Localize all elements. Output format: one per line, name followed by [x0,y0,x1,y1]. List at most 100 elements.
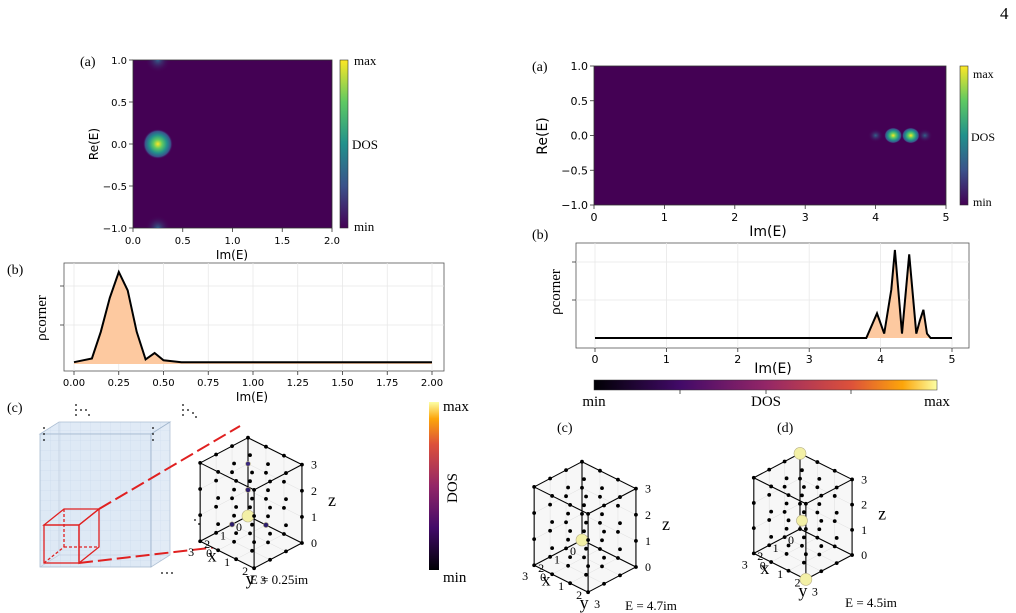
right-c-site [548,528,552,533]
right-c-xtick: 2 [538,561,544,575]
right-d-site [782,484,787,489]
left-a-xtick: 0.5 [175,236,191,247]
left-c-colorbar-min: min [443,570,467,586]
left-a-colorbar [339,59,349,229]
right-c-ztick: 1 [645,534,651,548]
right-d-ytick: 0 [760,558,766,572]
right-d-site [819,493,824,498]
right-c-site [602,503,606,508]
right-c-site [580,485,584,490]
right-d-site [782,535,787,540]
right-d-site [819,569,824,574]
left-a-xtick: 0.0 [125,236,141,247]
right-a-ylabel: Re(E) [535,117,551,154]
right-d-site [798,501,802,506]
right-c-site [568,581,573,586]
left-c-site [230,444,234,449]
right-d-xtick: 0 [788,533,794,547]
left-c-site [268,557,272,562]
right-d-site [767,492,772,497]
right-a-peak-0 [867,128,884,143]
left-b-fill-area [74,272,432,364]
left-c-site [252,566,256,571]
right-a-ytick: 0.0 [571,130,589,143]
right-c-site [568,555,573,560]
left-c-site [264,496,268,501]
left-c-site [284,471,288,475]
right-c-site [584,546,588,551]
right-d-site [832,494,837,498]
right-c-site [586,512,590,516]
left-c-site [250,470,254,475]
right-c-site [564,520,568,525]
right-c-site [616,556,620,560]
left-c-site [266,514,270,519]
right-c-site [566,485,570,490]
right-d-site [832,544,837,549]
left-c-colorbar-label: DOS [445,473,461,503]
left-c-site [252,540,256,544]
right-d-site [817,527,822,532]
right-c-site [564,546,568,551]
right-d-site [786,518,791,523]
right-c-site [584,494,588,499]
right-d-site [817,476,822,481]
right-d-site [819,544,824,548]
right-a-xlabel: Im(E) [749,224,787,240]
left-c-site [214,478,219,483]
zoom-line-bottom [78,544,236,564]
left-a-colorbar-min: min [354,219,375,234]
right-c-site [550,546,555,551]
left-b-xtick: 2.00 [421,378,443,389]
right-d-site [767,467,772,472]
right-a-xtick: 0 [591,211,598,224]
right-d-site [815,535,820,540]
right-a-xtick: 2 [731,211,738,224]
left-c-site [234,479,239,483]
right-c-label: (c) [557,421,573,436]
left-c-site [232,513,236,518]
right-c-ytick: 0 [540,570,546,584]
left-a-peak-1 [145,60,171,73]
right-b-ylabel: ρcorner [548,269,564,315]
left-b-ylabel: ρcorner [34,295,50,341]
right-b-xtick: 5 [949,353,956,366]
left-c-site [268,479,272,484]
left-a-colorbar-mid: DOS [352,137,378,152]
right-c-site [580,459,584,464]
right-d-site [802,485,806,489]
right-c-site [580,512,584,516]
left-c-zlabel: z [328,490,336,510]
left-a-ytick: 0.5 [111,98,127,109]
left-b-xtick: 0.00 [63,378,85,389]
left-c-site [250,496,254,501]
left-c-ztick: 1 [311,510,317,524]
right-d-ytick: 1 [777,567,783,581]
right-c-site [598,494,602,499]
left-c-ztick: 3 [311,458,317,472]
left-panel-b: (b) 0.00 0.25 0.50 0.75 1.00 1.25 1.50 1.75 2.00… [7,262,445,404]
right-d-site [850,502,854,507]
left-c-site [264,470,268,475]
right-c-site [616,503,620,508]
right-d-site [802,535,806,540]
left-c-site [248,531,252,536]
right-c-site [548,476,552,481]
left-c-site [300,488,304,493]
left-c-site [214,530,219,535]
right-d-ztick: 0 [861,548,867,562]
right-c-site [584,572,588,577]
right-c-site [564,494,568,499]
right-c-ytick: 3 [594,597,600,611]
right-d-site [832,468,837,473]
left-c-site [282,479,286,484]
left-c-site [282,453,286,458]
right-d-site [834,536,839,540]
right-d-site [800,493,804,498]
right-d-site [751,551,756,556]
left-c-ytick: 0 [206,546,212,560]
left-c-site [268,505,272,510]
right-d-site [834,510,839,515]
